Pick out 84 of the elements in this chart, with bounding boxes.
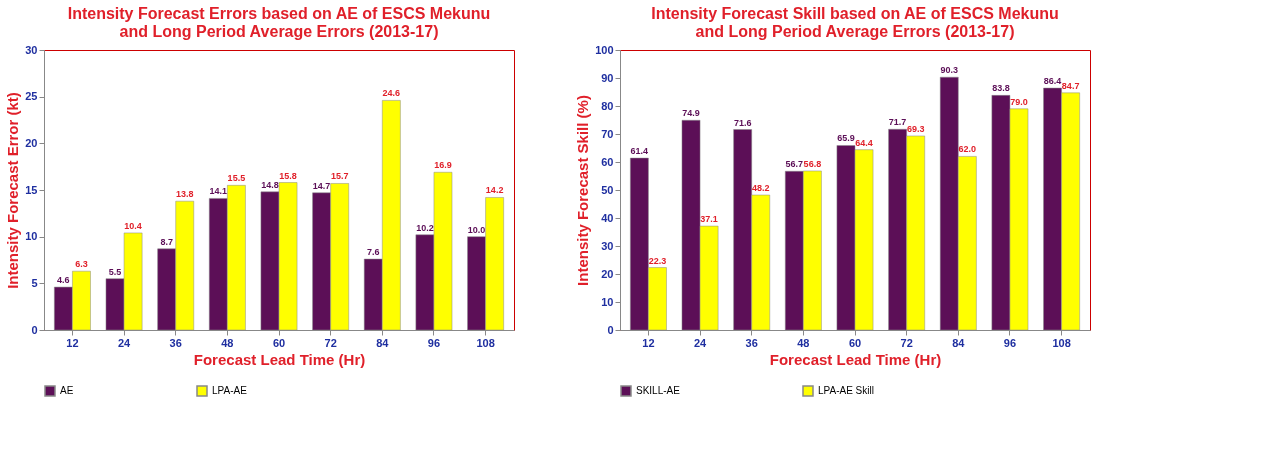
x-tick-label: 12: [642, 336, 655, 349]
data-label: 71.7: [888, 117, 907, 128]
data-label: 48.2: [751, 183, 770, 194]
x-tick-label: 84: [376, 336, 390, 349]
y-tick-label: 40: [601, 211, 614, 224]
data-label: 69.3: [906, 123, 925, 134]
legend-label: LPA-AE: [212, 385, 248, 396]
x-axis-title: Forecast Lead Time (Hr): [193, 350, 366, 368]
data-label: 62.0: [958, 144, 977, 155]
y-axis-title: Intensity Forecast Skill (%): [574, 95, 592, 286]
data-label: 14.1: [209, 186, 228, 197]
x-tick-label: 24: [693, 336, 708, 349]
data-label: 24.6: [382, 88, 401, 99]
data-label: 14.7: [312, 180, 331, 191]
y-tick-label: 10: [601, 295, 614, 308]
y-tick-label: 30: [25, 43, 38, 56]
x-tick-label: 96: [427, 336, 441, 349]
text: and Long Period Average Errors (2013-17): [695, 23, 1015, 40]
data-label: 16.9: [434, 160, 452, 171]
text: and Long Period Average Errors (2013-17): [119, 23, 439, 40]
y-tick-label: 50: [601, 183, 614, 196]
data-label: 56.7: [785, 159, 804, 170]
data-label: 15.7: [330, 171, 349, 182]
data-label: 10.4: [124, 220, 142, 231]
data-label: 7.6: [367, 247, 380, 258]
data-label: 10.2: [416, 222, 434, 233]
data-label: 79.0: [1010, 96, 1028, 107]
x-tick-label: 72: [324, 336, 337, 349]
y-tick-label: 20: [25, 136, 38, 149]
y-tick-label: 0: [31, 323, 38, 336]
y-tick-label: 0: [607, 323, 614, 336]
data-label: 8.7: [160, 236, 173, 247]
text: Intensity Forecast Skill based on AE of ESCS Mekunu: [651, 5, 1059, 22]
y-axis-title: Intensity Forecast Error (kt): [4, 92, 22, 289]
x-tick-label: 24: [117, 336, 132, 349]
x-tick-label: 48: [797, 336, 810, 349]
y-tick-label: 5: [31, 276, 38, 289]
text: Intensity Forecast Errors based on AE of ESCS Mekunu: [67, 5, 491, 22]
y-tick-label: 15: [25, 183, 38, 196]
data-label: 6.3: [75, 259, 88, 270]
data-label: 86.4: [1043, 76, 1062, 87]
y-tick-label: 100: [595, 43, 614, 56]
legend-label: LPA-AE Skill: [818, 385, 874, 396]
legend-label: SKILL-AE: [636, 385, 681, 396]
x-tick-label: 60: [848, 336, 862, 349]
data-label: 13.8: [175, 189, 194, 200]
data-label: 22.3: [648, 255, 667, 266]
x-tick-label: 108: [476, 336, 495, 349]
y-tick-label: 20: [601, 267, 614, 280]
data-label: 15.8: [279, 170, 297, 181]
data-label: 74.9: [682, 108, 700, 119]
data-label: 71.6: [733, 117, 752, 128]
data-label: 84.7: [1061, 80, 1080, 91]
y-tick-label: 10: [25, 230, 38, 243]
data-label: 61.4: [630, 146, 649, 157]
data-label: 37.1: [700, 214, 718, 225]
x-tick-label: 48: [221, 336, 234, 349]
data-label: 14.8: [261, 179, 279, 190]
data-label: 10.0: [467, 224, 486, 235]
data-label: 56.8: [803, 158, 822, 169]
data-label: 83.8: [992, 83, 1010, 94]
data-label: 4.6: [57, 275, 70, 286]
data-label: 14.2: [485, 185, 504, 196]
x-axis-title: Forecast Lead Time (Hr): [769, 350, 942, 368]
x-tick-label: 60: [272, 336, 286, 349]
x-tick-label: 36: [745, 336, 758, 349]
data-label: 5.5: [108, 266, 122, 277]
y-tick-label: 60: [601, 155, 614, 168]
x-tick-label: 12: [66, 336, 79, 349]
data-label: 65.9: [837, 133, 855, 144]
x-tick-label: 72: [900, 336, 913, 349]
x-tick-label: 36: [169, 336, 182, 349]
y-tick-label: 70: [601, 127, 614, 140]
data-label: 15.5: [227, 173, 246, 184]
y-tick-label: 30: [601, 239, 614, 252]
y-tick-label: 90: [601, 71, 614, 84]
x-tick-label: 96: [1003, 336, 1017, 349]
legend-label: AE: [60, 385, 74, 396]
data-label: 64.4: [855, 137, 873, 148]
x-tick-label: 108: [1052, 336, 1071, 349]
y-tick-label: 80: [601, 99, 614, 112]
data-label: 90.3: [940, 65, 959, 76]
y-tick-label: 25: [25, 90, 38, 103]
x-tick-label: 84: [952, 336, 966, 349]
